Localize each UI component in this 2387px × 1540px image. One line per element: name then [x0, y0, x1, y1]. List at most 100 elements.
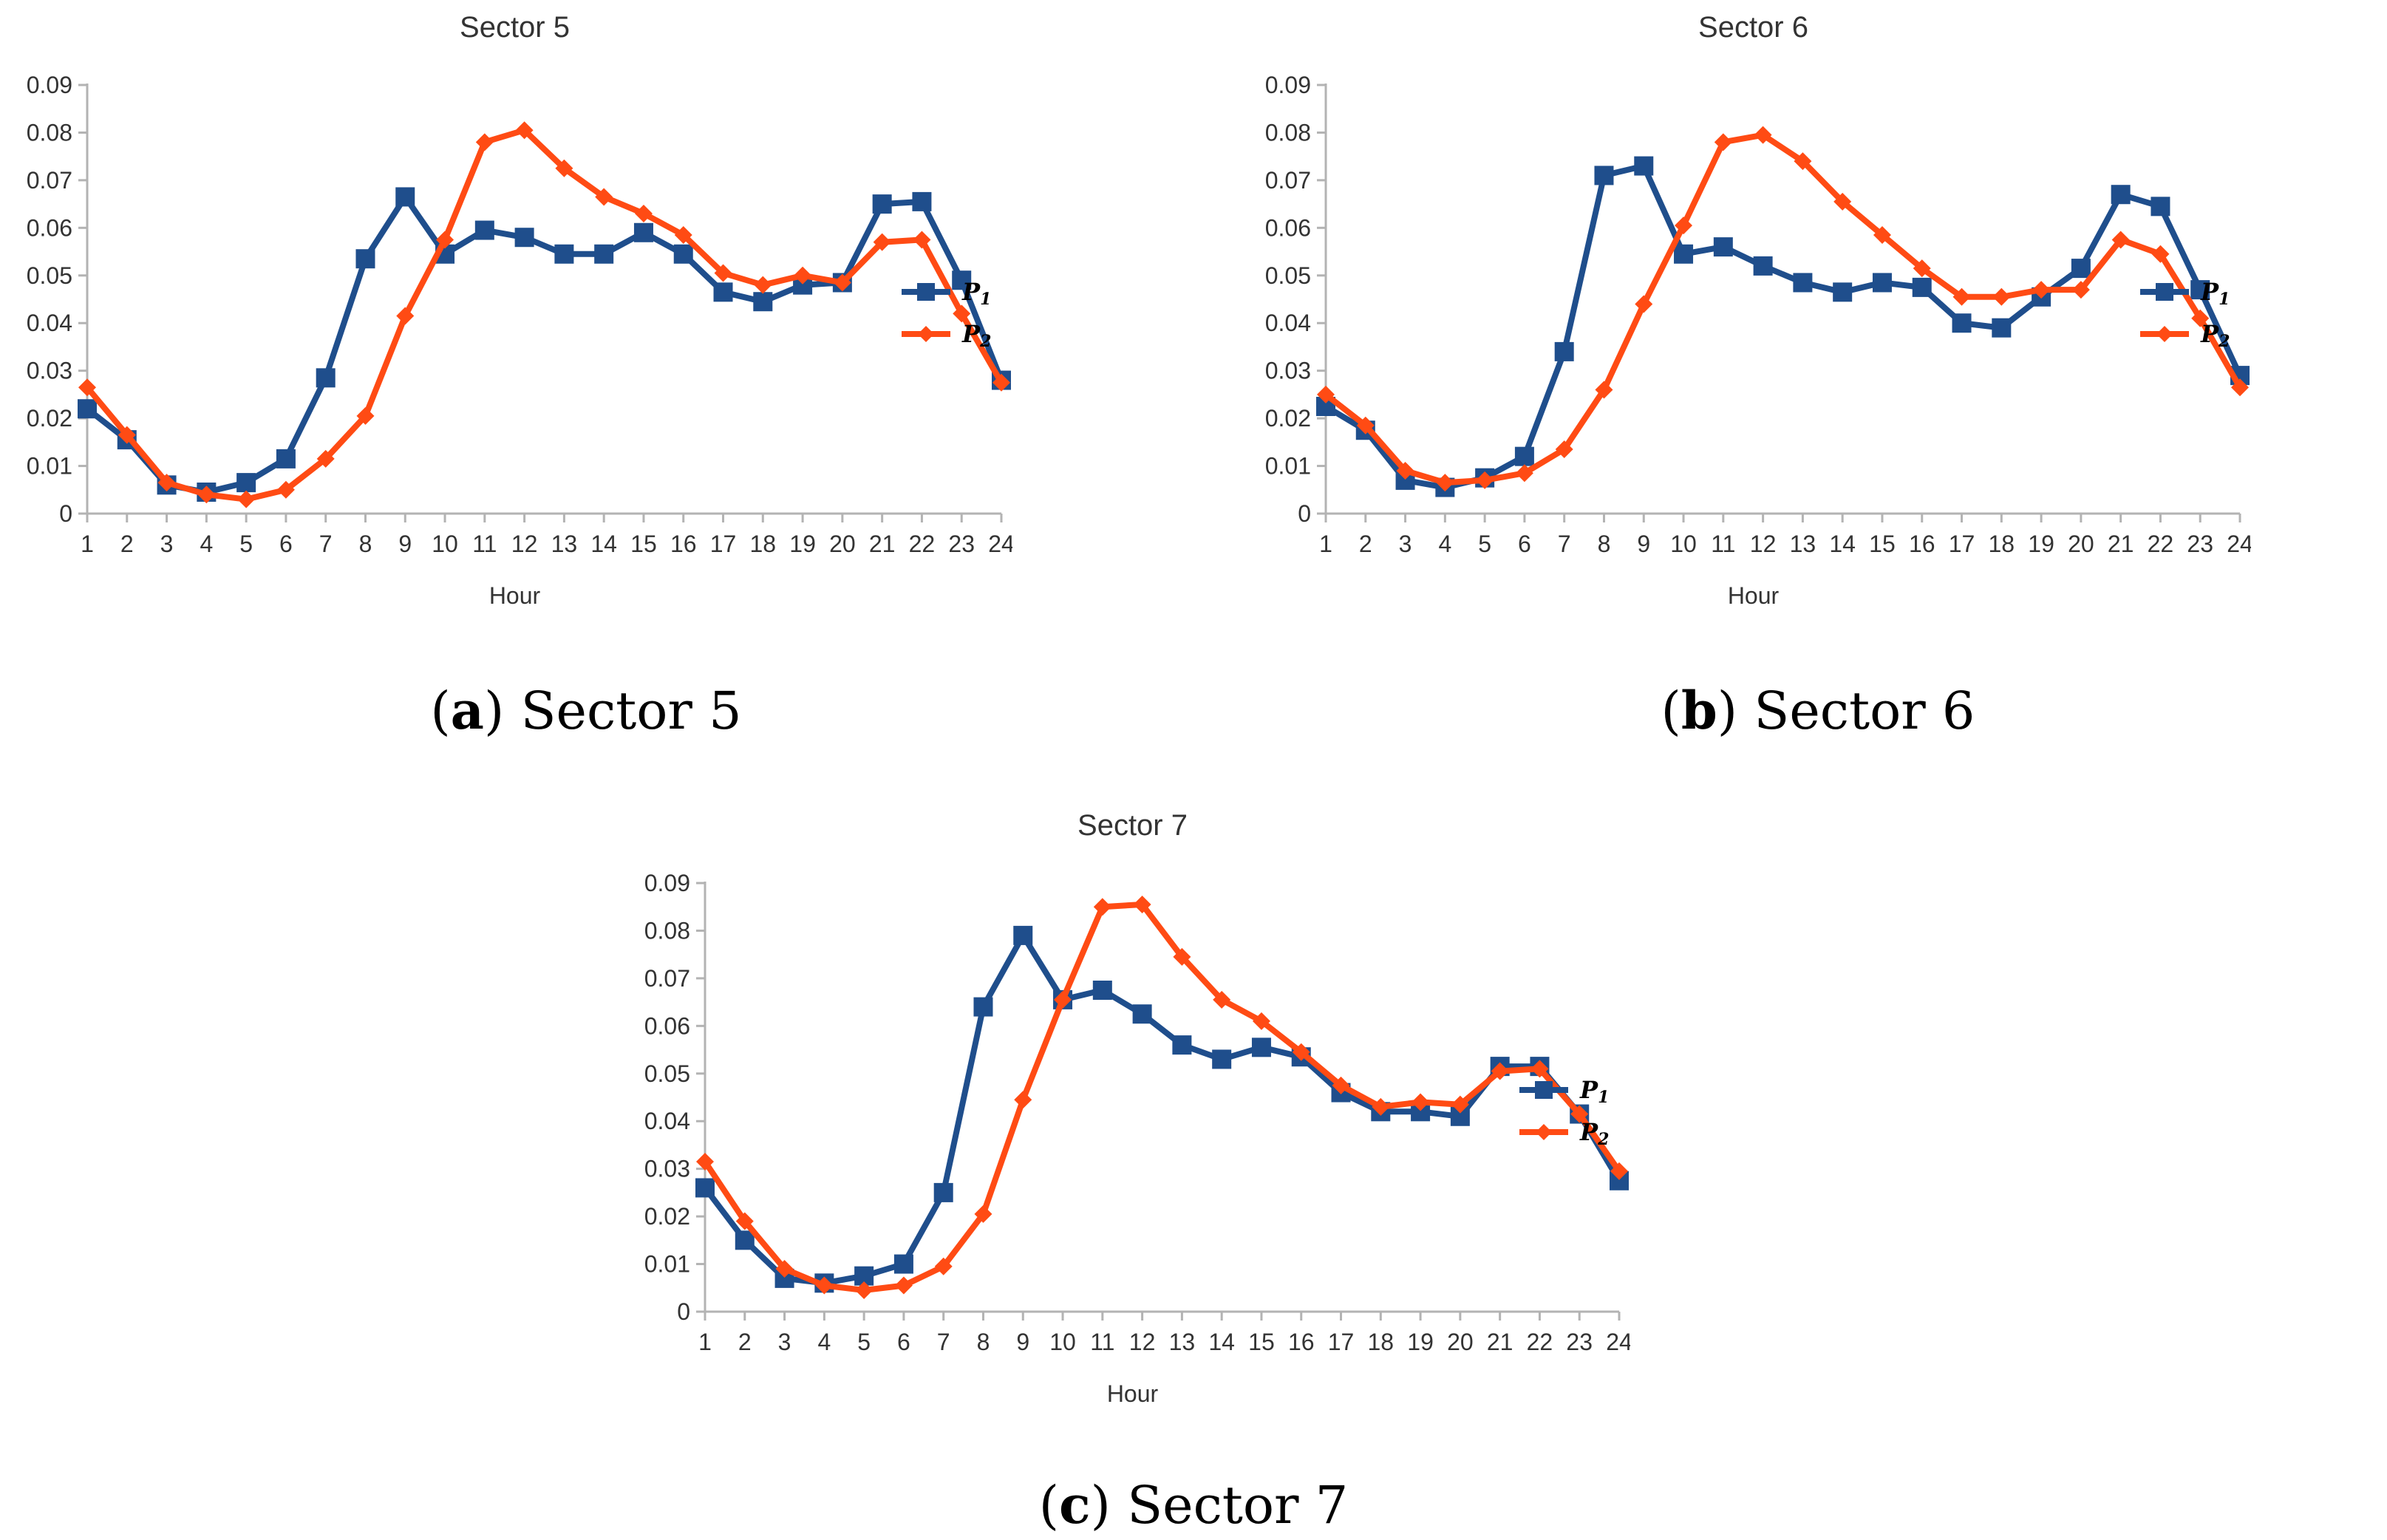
x-tick-label: 16 [1909, 531, 1935, 557]
data-point-p2 [1317, 385, 1335, 403]
legend-label-p2: P2 [961, 320, 991, 351]
x-tick-label: 14 [1829, 531, 1856, 557]
x-tick-label: 15 [1248, 1329, 1275, 1355]
data-point-p1 [1514, 446, 1534, 466]
y-tick-label: 0.02 [27, 405, 72, 432]
x-axis-label: Hour [1107, 1380, 1159, 1407]
data-point-p2 [833, 273, 851, 292]
data-point-p2 [1436, 474, 1454, 492]
data-point-p2 [515, 121, 534, 140]
x-tick-label: 19 [789, 531, 816, 557]
x-tick-label: 24 [988, 531, 1012, 557]
y-tick-label: 0.07 [644, 965, 690, 992]
x-tick-label: 14 [590, 531, 617, 557]
x-tick-label: 12 [1129, 1329, 1156, 1355]
x-tick-label: 7 [1558, 531, 1571, 557]
data-point-p2 [276, 480, 295, 499]
legend-label-p1-sub: 1 [1598, 1088, 1609, 1107]
data-point-p2 [815, 1276, 834, 1295]
caption-a: (a) Sector 5 [430, 680, 742, 741]
chart-panel-sector-7: Sector 7 0 0.01 0.02 0.03 0.04 0.05 0.06 0.07 0.0… [618, 798, 1630, 1434]
data-point-p1 [1713, 237, 1733, 257]
series-line-p1 [84, 194, 1004, 495]
x-tick-label: 8 [977, 1329, 990, 1355]
y-tick-label: 0.05 [644, 1060, 690, 1087]
data-point-p1 [952, 270, 972, 290]
y-tick-label: 0 [1298, 500, 1311, 527]
y-tick-label: 0.06 [27, 214, 72, 241]
data-point-p2 [634, 205, 653, 222]
data-point-p2 [2231, 378, 2249, 397]
data-point-p2 [237, 490, 256, 508]
data-point-p1 [1251, 1038, 1271, 1057]
data-point-p1 [2111, 185, 2131, 205]
data-point-p2 [1451, 1095, 1469, 1114]
y-tick-label: 0.03 [1265, 358, 1311, 384]
x-tick-label: 21 [2108, 531, 2134, 557]
data-point-p1 [1132, 1004, 1152, 1024]
x-tick-label: 22 [2148, 531, 2174, 557]
data-point-p2 [197, 485, 216, 504]
data-point-p2 [754, 276, 772, 294]
data-point-p1 [1013, 925, 1033, 945]
x-tick-label: 1 [81, 531, 94, 557]
data-point-p2 [316, 449, 335, 468]
legend-label-p2-main: P [2200, 320, 2219, 348]
x-tick-label: 12 [1750, 531, 1777, 557]
data-point-p2 [1675, 217, 1693, 235]
data-point-p2 [873, 233, 891, 251]
legend-label-p2-sub: 2 [2218, 332, 2230, 351]
y-tick-label: 0.07 [27, 167, 72, 194]
x-tick-label: 9 [1637, 531, 1650, 557]
data-point-p2 [2071, 281, 2090, 299]
x-tick-label: 19 [1407, 1329, 1434, 1355]
data-point-p2 [1530, 1060, 1549, 1078]
data-point-p2 [595, 188, 613, 206]
data-point-p2 [1372, 1097, 1390, 1116]
x-tick-label: 20 [829, 531, 856, 557]
x-tick-label: 19 [2028, 531, 2054, 557]
y-tick-label: 0.08 [27, 119, 72, 146]
x-tick-label: 1 [1319, 531, 1332, 557]
chart-title: Sector 5 [460, 11, 570, 44]
data-point-p2 [1595, 381, 1613, 399]
data-point-p1 [1992, 318, 2012, 338]
data-point-p2 [396, 307, 415, 325]
x-tick-label: 16 [670, 531, 697, 557]
y-tick-label: 0.03 [27, 358, 72, 384]
data-point-p2 [953, 304, 971, 323]
x-tick-label: 22 [1527, 1329, 1553, 1355]
x-tick-label: 18 [750, 531, 777, 557]
data-point-p2 [1332, 1076, 1350, 1094]
data-point-p1 [276, 449, 296, 469]
x-tick-label: 10 [1670, 531, 1697, 557]
data-point-p2 [735, 1212, 754, 1230]
data-point-p2 [1570, 1105, 1589, 1123]
data-point-p2 [1610, 1162, 1628, 1180]
legend-marker-p2 [2156, 326, 2173, 342]
data-point-p2 [1252, 1012, 1270, 1030]
data-point-p1 [1172, 1035, 1192, 1055]
data-point-p2 [794, 266, 812, 285]
data-point-p2 [974, 1205, 992, 1223]
chart-svg: Sector 5 0 0.01 0.02 0.03 0.04 0.05 0.06 0.07 0.0… [27, 11, 1012, 609]
y-tick-label: 0.09 [644, 870, 690, 896]
y-tick-label: 0.06 [644, 1012, 690, 1039]
data-point-p1 [474, 220, 494, 240]
chart-panel-sector-6: Sector 6 0 0.01 0.02 0.03 0.04 0.05 0.06 0.07 0.0… [1239, 0, 2251, 636]
data-point-p2 [1714, 133, 1732, 151]
data-point-p1 [753, 292, 773, 312]
data-point-p2 [1491, 1062, 1509, 1080]
data-point-p2 [1356, 416, 1375, 435]
x-tick-label: 1 [698, 1329, 712, 1355]
data-point-p1 [514, 228, 534, 248]
x-tick-label: 13 [1790, 531, 1816, 557]
x-tick-label: 21 [869, 531, 896, 557]
data-point-p1 [912, 191, 932, 211]
y-tick-label: 0.01 [1265, 453, 1311, 480]
x-tick-label: 20 [2068, 531, 2094, 557]
x-tick-label: 3 [160, 531, 174, 557]
data-point-p1 [1793, 273, 1813, 293]
